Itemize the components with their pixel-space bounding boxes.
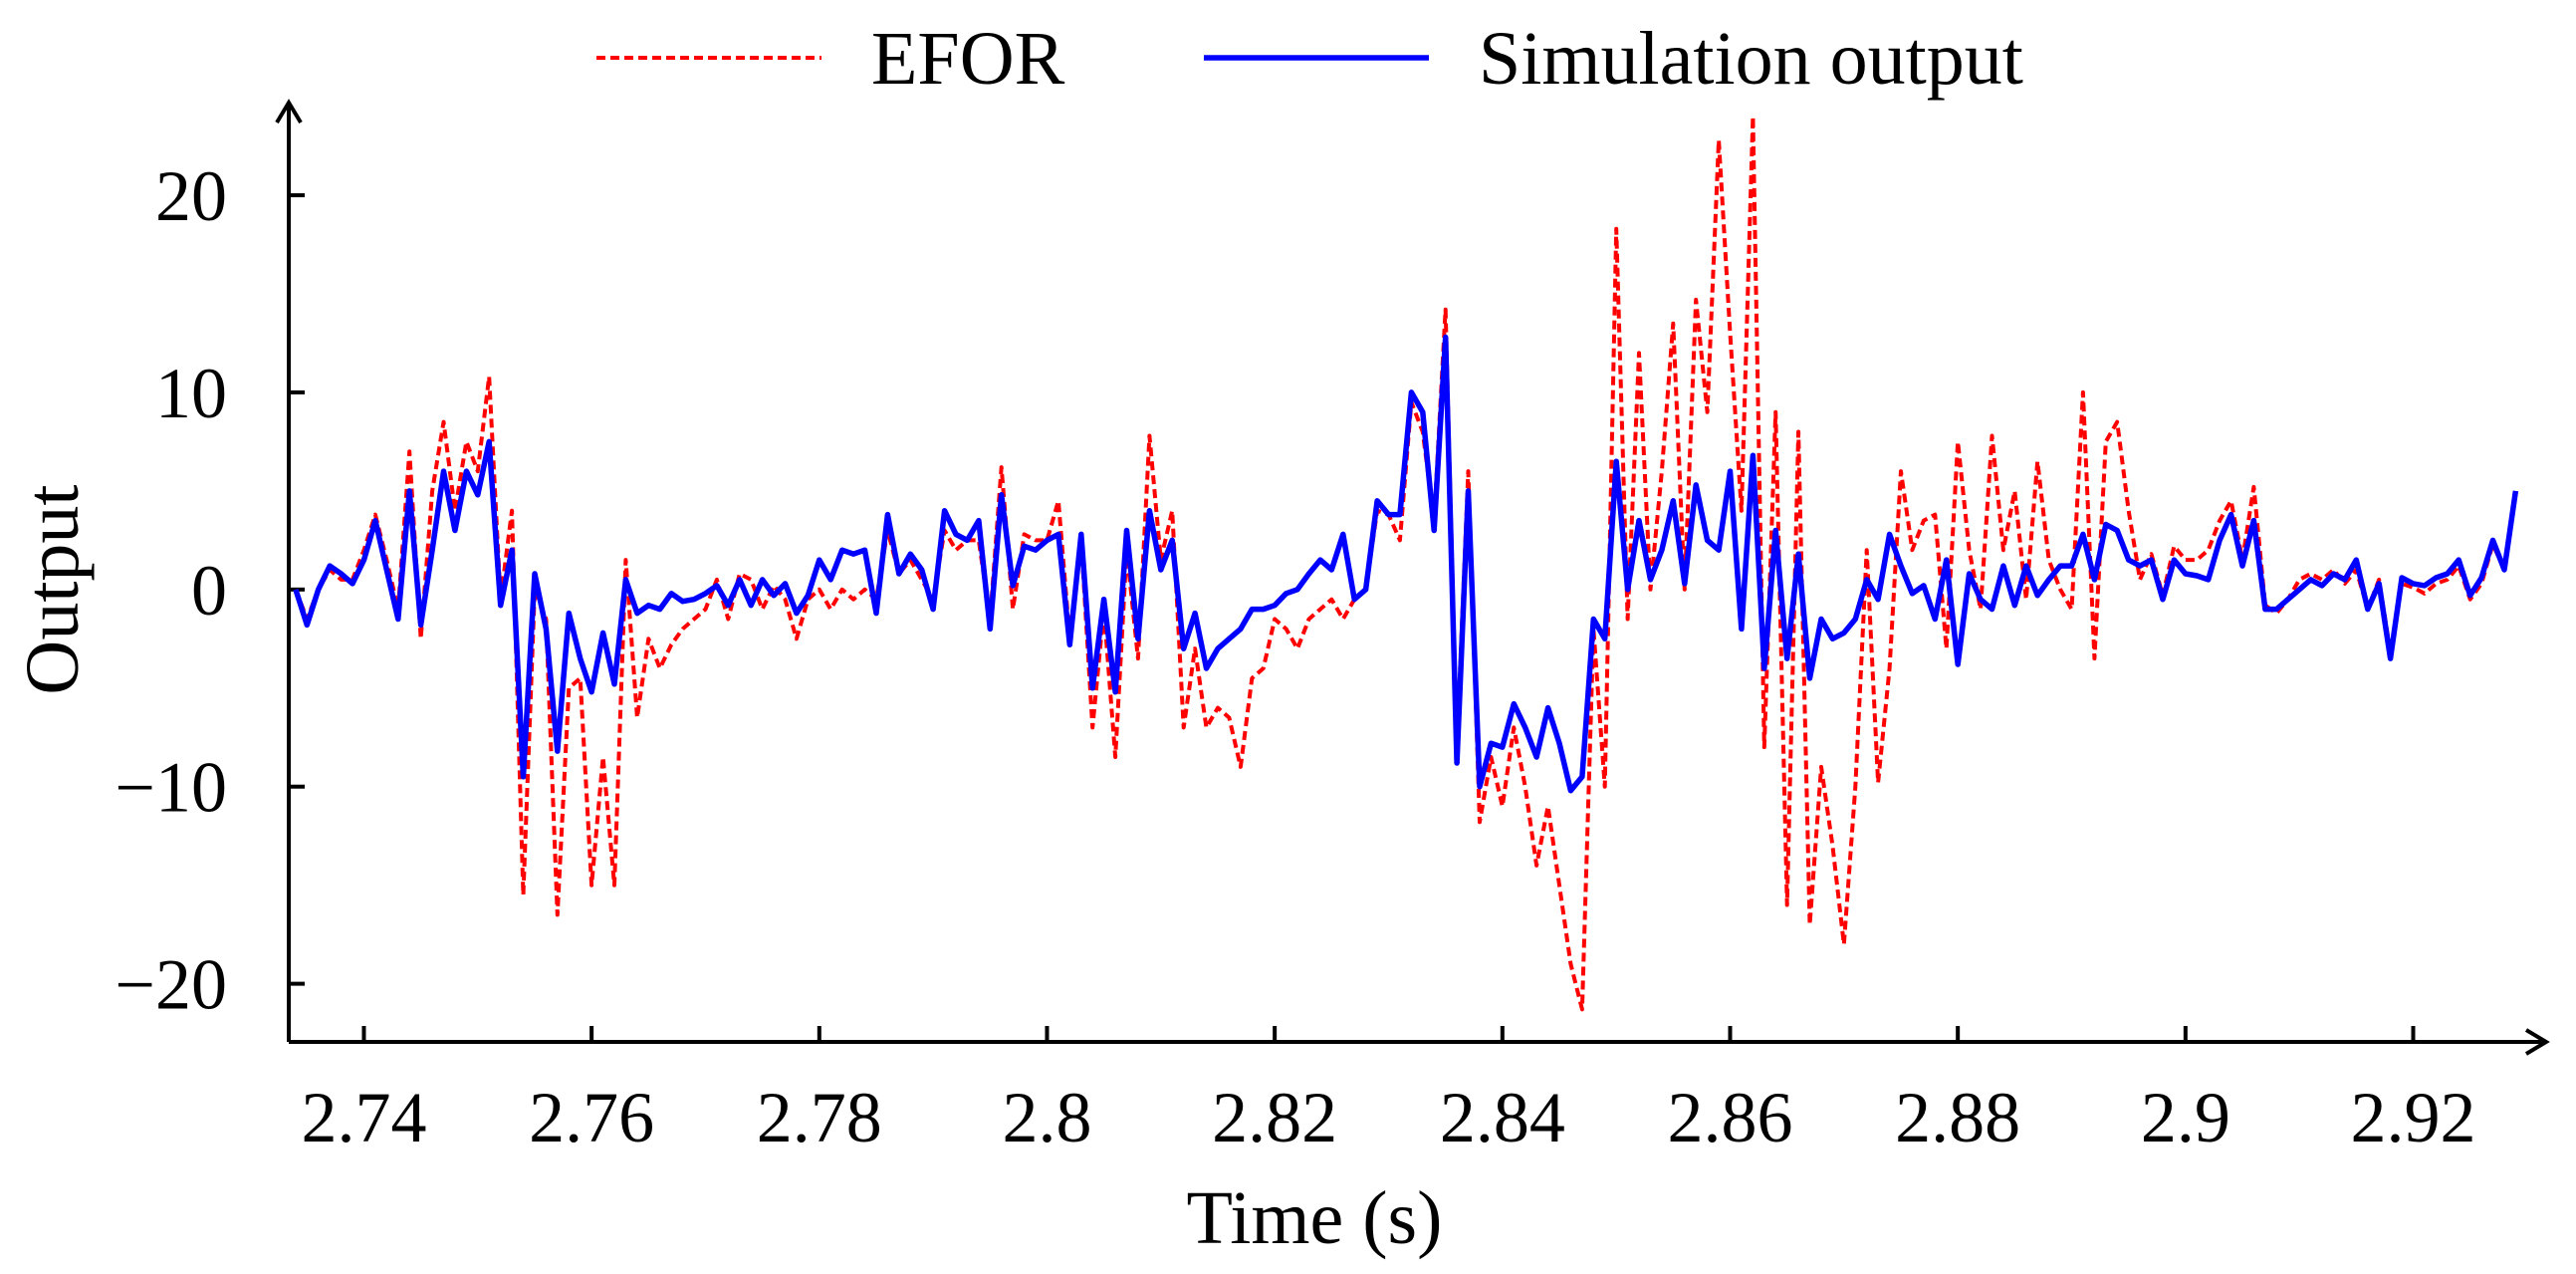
x-tick-label: 2.86 — [1667, 1078, 1792, 1157]
y-tick-label: −10 — [115, 748, 227, 828]
x-tick-label: 2.88 — [1895, 1078, 2020, 1157]
x-tick-label: 2.9 — [2141, 1078, 2230, 1157]
x-tick-label: 2.82 — [1212, 1078, 1337, 1157]
x-tick-label: 2.92 — [2351, 1078, 2476, 1157]
legend-label: Simulation output — [1479, 17, 2023, 101]
x-axis-label: Time (s) — [1187, 1176, 1443, 1260]
x-axis-arrow — [2524, 1028, 2550, 1056]
x-tick-label: 2.78 — [757, 1078, 882, 1157]
y-tick-label: 10 — [155, 354, 227, 433]
y-tick-label: 20 — [155, 156, 227, 236]
legend-label: EFOR — [871, 17, 1065, 101]
y-tick-label: 0 — [191, 551, 227, 631]
x-tick-label: 2.8 — [1002, 1078, 1091, 1157]
y-axis-label: Output — [11, 484, 95, 694]
x-tick-label: 2.74 — [301, 1078, 426, 1157]
series-line — [294, 114, 2518, 1012]
x-tick-label: 2.76 — [529, 1078, 654, 1157]
series-line — [293, 334, 2519, 794]
x-tick-label: 2.84 — [1440, 1078, 1565, 1157]
y-axis-arrow — [275, 99, 303, 125]
y-tick-label: −20 — [115, 945, 227, 1025]
